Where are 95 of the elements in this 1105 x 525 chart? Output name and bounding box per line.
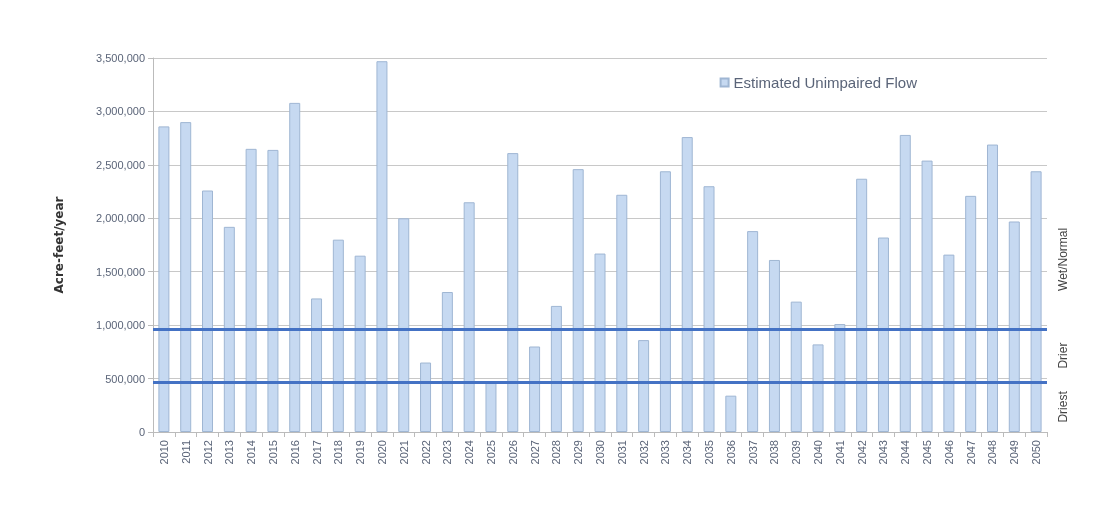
text: Drier (1056, 342, 1070, 369)
bar (245, 148, 257, 432)
bar (223, 226, 235, 432)
bar (420, 362, 432, 432)
x-tick-label: 2030 (594, 440, 606, 465)
x-tick-label: 2011 (179, 440, 192, 464)
x-tick-label: 2024 (463, 440, 476, 465)
bar (311, 298, 323, 432)
x-tick-label: 2032 (637, 440, 650, 465)
bar (725, 395, 737, 432)
y-tick-label: 500,000 (105, 372, 145, 385)
bar (550, 305, 562, 432)
x-tick-label: 2046 (942, 440, 955, 465)
x-tick-label: 2019 (354, 440, 367, 465)
bar (441, 292, 453, 432)
bar (703, 186, 715, 432)
x-tick-label: 2010 (157, 440, 170, 465)
x-tick-label: 2016 (288, 440, 301, 465)
bar (790, 301, 802, 432)
y-tick-label: 1,000,000 (96, 319, 145, 332)
x-tick-label: 2047 (964, 440, 977, 465)
x-tick-label: 2014 (245, 440, 258, 465)
bar (507, 153, 519, 432)
x-tick-label: 2025 (484, 440, 497, 465)
x-tick-label: 2049 (1008, 440, 1021, 465)
x-tick-label: 2013 (223, 440, 236, 465)
bar (943, 254, 955, 432)
x-tick-label: 2023 (441, 440, 454, 465)
x-tick-label: 2035 (703, 440, 716, 465)
y-tick-label: 3,000,000 (96, 105, 145, 118)
bar (899, 134, 911, 432)
bar (354, 255, 366, 432)
y-axis-title: Acre-feet/year (52, 196, 66, 294)
bar (812, 344, 824, 432)
x-tick-label: 2022 (419, 440, 432, 465)
y-tick-label: 0 (138, 426, 145, 438)
x-tick-label: 2045 (921, 440, 934, 465)
bar (463, 202, 475, 432)
x-tick-label: 2012 (201, 440, 214, 465)
bar (594, 253, 606, 432)
x-tick-label: 2026 (506, 440, 519, 465)
y-tick-label: 1,500,000 (96, 265, 145, 278)
bar (289, 102, 301, 432)
x-tick-label: 2027 (528, 440, 541, 465)
x-tick-label: 2033 (659, 440, 672, 465)
bar (681, 137, 693, 432)
bar (659, 171, 671, 432)
x-tick-label: 2034 (681, 440, 694, 465)
bar (1030, 171, 1042, 432)
bar (202, 190, 214, 432)
x-tick-label: 2017 (310, 440, 323, 465)
bar (877, 237, 889, 432)
bar (921, 160, 933, 432)
bar (834, 324, 846, 432)
bar (332, 239, 344, 432)
bar (616, 194, 628, 432)
x-tick-label: 2015 (266, 440, 279, 465)
x-tick-label: 2031 (615, 440, 628, 465)
x-tick-label: 2037 (746, 440, 759, 465)
x-tick-label: 2044 (899, 440, 912, 465)
bar (529, 346, 541, 432)
bar (986, 144, 998, 432)
bar (856, 178, 868, 432)
y-tick-label: 2,500,000 (96, 158, 145, 171)
text: Wet/Normal (1056, 227, 1070, 291)
x-tick-label: 2039 (790, 440, 803, 465)
bar (398, 218, 410, 432)
x-tick-label: 2020 (375, 440, 388, 465)
legend-label: Estimated Unimpaired Flow (733, 74, 918, 91)
bar (572, 169, 584, 432)
y-tick-label: 3,500,000 (96, 52, 145, 64)
x-tick-label: 2028 (550, 440, 563, 465)
x-tick-label: 2040 (812, 440, 825, 465)
y-tick-label: 2,000,000 (96, 212, 145, 225)
x-tick-label: 2041 (833, 440, 846, 465)
x-tick-label: 2048 (986, 440, 999, 465)
bar (768, 259, 780, 432)
text: Driest (1056, 390, 1070, 423)
bar (267, 149, 279, 432)
x-tick-label: 2021 (397, 440, 410, 465)
x-tick-label: 2018 (332, 440, 345, 465)
x-tick-label: 2036 (724, 440, 737, 465)
bar (965, 195, 977, 432)
bar (376, 61, 388, 432)
x-tick-label: 2042 (855, 440, 868, 465)
bar (180, 122, 192, 432)
x-tick-label: 2050 (1030, 440, 1043, 465)
bar (158, 126, 170, 432)
bar (1008, 221, 1020, 432)
x-tick-label: 2029 (572, 440, 585, 465)
bar (485, 381, 497, 432)
bar (747, 231, 759, 432)
x-tick-label: 2043 (877, 440, 890, 465)
x-tick-label: 2038 (768, 440, 781, 465)
bar (638, 340, 650, 432)
